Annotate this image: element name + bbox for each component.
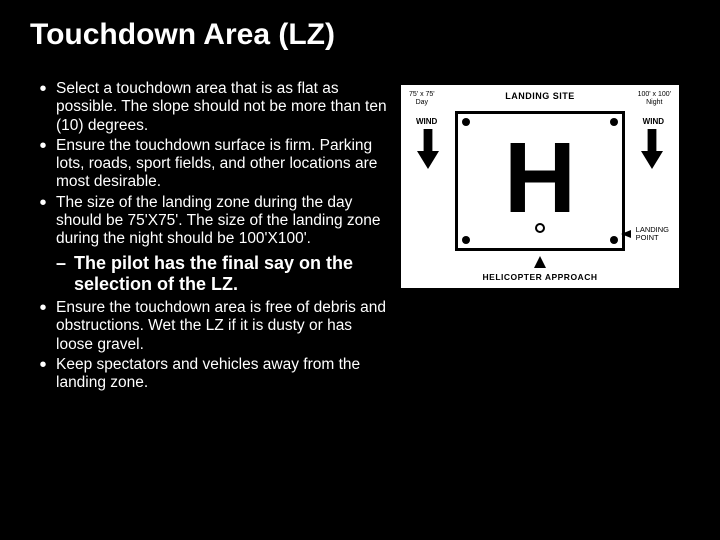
corner-marker-icon — [462, 118, 470, 126]
night-size-label: 100' x 100' Night — [638, 91, 671, 108]
content-row: • Select a touchdown area that is as fla… — [30, 80, 690, 394]
landing-box: H — [455, 111, 625, 251]
corner-marker-icon — [610, 118, 618, 126]
slide-title: Touchdown Area (LZ) — [30, 18, 690, 52]
bullet-item: • Select a touchdown area that is as fla… — [30, 80, 390, 135]
bullet-icon: • — [30, 299, 56, 317]
approach-arrow-icon — [534, 256, 546, 268]
wind-arrow-icon — [641, 129, 663, 169]
bullet-item: • The size of the landing zone during th… — [30, 194, 390, 249]
bullet-text: The size of the landing zone during the … — [56, 194, 390, 249]
landing-point-arrow-icon — [621, 230, 631, 238]
sub-bullet-text: The pilot has the final say on the selec… — [74, 253, 390, 295]
approach-label: HELICOPTER APPROACH — [483, 272, 598, 282]
bullet-icon: • — [30, 356, 56, 374]
bullet-text: Keep spectators and vehicles away from t… — [56, 356, 390, 393]
bullet-text: Ensure the touchdown area is free of deb… — [56, 299, 390, 354]
bullet-text: Select a touchdown area that is as flat … — [56, 80, 390, 135]
bullet-icon: • — [30, 137, 56, 155]
day-size-label: 75' x 75' Day — [409, 91, 435, 108]
diagram-column: LANDING SITE 75' x 75' Day 100' x 100' N… — [400, 80, 680, 289]
text-column: • Select a touchdown area that is as fla… — [30, 80, 390, 394]
corner-marker-icon — [610, 236, 618, 244]
bullet-item: • Keep spectators and vehicles away from… — [30, 356, 390, 393]
wind-arrow-icon — [417, 129, 439, 169]
helipad-h-icon: H — [504, 121, 576, 236]
bullet-item: • Ensure the touchdown surface is firm. … — [30, 137, 390, 192]
bullet-icon: • — [30, 80, 56, 98]
bullet-text: Ensure the touchdown surface is firm. Pa… — [56, 137, 390, 192]
bullet-icon: • — [30, 194, 56, 212]
landing-point-label: LANDING POINT — [636, 226, 669, 243]
landing-site-label: LANDING SITE — [505, 91, 575, 101]
wind-label-left: WIND — [416, 117, 437, 126]
landing-zone-diagram: LANDING SITE 75' x 75' Day 100' x 100' N… — [400, 84, 680, 289]
bullet-item: • Ensure the touchdown area is free of d… — [30, 299, 390, 354]
dash-icon: – — [56, 253, 74, 273]
corner-marker-icon — [462, 236, 470, 244]
sub-bullet-item: – The pilot has the final say on the sel… — [56, 253, 390, 295]
landing-point-marker-icon — [535, 223, 545, 233]
slide: Touchdown Area (LZ) • Select a touchdown… — [0, 0, 720, 540]
wind-label-right: WIND — [643, 117, 664, 126]
